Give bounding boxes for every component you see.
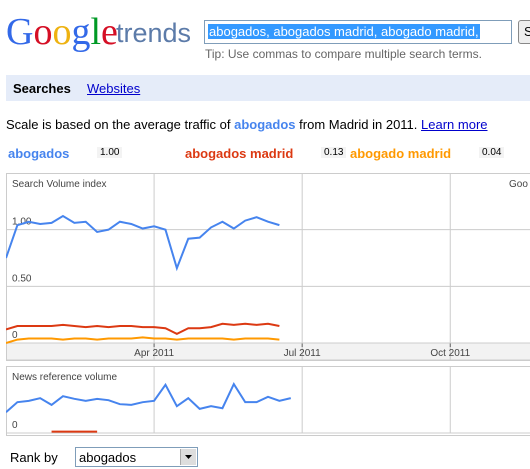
legend-entry: abogados madrid [185,146,294,161]
series-line [6,336,280,344]
y-tick-label: 0 [12,330,18,341]
tip: Tip: Use commas to compare multiple sear… [205,47,482,61]
search-query: abogados, abogados madrid, abogado madri… [208,24,480,39]
corner-text: Goo [509,179,528,190]
legend-score: 1.00 [97,147,123,158]
note-text: Scale is based on the average traffic of [6,117,235,132]
scale-note: Scale is based on the average traffic of… [6,117,488,132]
chart: 0 News reference volume [6,366,530,436]
legend: abogados 1.00 abogados madrid 0.13 abogado m… [6,146,530,162]
rank-select[interactable]: abogados [75,447,198,467]
tab[interactable]: Searches [13,81,71,96]
series-line [6,214,280,272]
chart: Apr 2011 Jul 2011 Oct 2011 1.00 0.50 0 Search … [6,173,530,361]
plot-frame [6,366,530,436]
note-term: abogados [234,117,296,132]
x-tick-label: Apr 2011 [134,348,174,359]
y-tick-label: 0 [12,420,18,431]
logo: Google trends [6,11,191,53]
legend-score: 0.13 [321,147,347,158]
rank-selected: abogados [79,450,137,465]
search-input[interactable]: abogados, abogados madrid, abogado madri… [204,20,512,44]
product-name: trends [116,18,191,48]
learn-more[interactable]: Learn more [421,117,488,132]
tab-bar [6,75,530,101]
select-arrow [180,449,196,465]
plot-frame [6,173,530,361]
logo-text: Google [6,11,118,53]
chart-title: News reference volume [12,372,117,383]
series-line [6,382,292,413]
chart-title: Search Volume index [12,179,107,190]
legend-entry: abogados [8,146,70,161]
y-tick-label: 0.50 [12,273,32,284]
x-tick-label: Oct 2011 [430,348,470,359]
tab-link[interactable]: Websites [87,81,141,96]
y-tick-label: 1.00 [12,217,32,228]
series-line [6,322,280,336]
x-tick-label: Jul 2011 [284,348,322,359]
arrow-icon [185,455,192,459]
legend-score: 0.04 [479,147,505,158]
search-button[interactable]: S [518,20,530,44]
note-text: from Madrid in 2011. [295,117,418,132]
legend-entry: abogado madrid [350,146,452,161]
rank-label: Rank by [10,450,58,465]
